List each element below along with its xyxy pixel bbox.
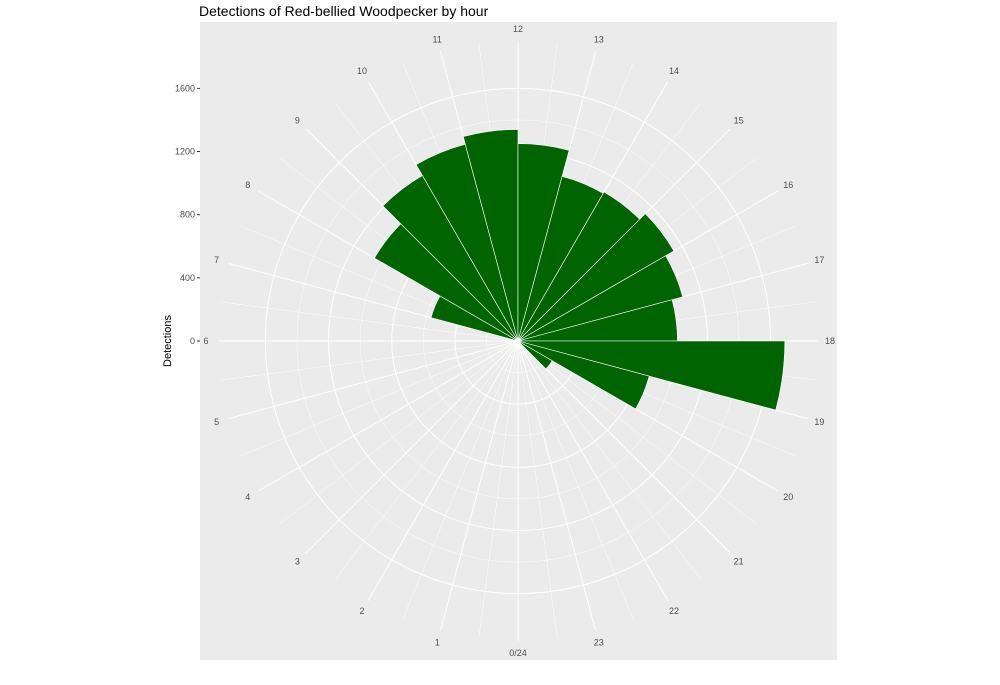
bar-hour-15 <box>517 213 675 342</box>
minor-radial-line <box>240 340 519 457</box>
y-axis-title: Detections <box>162 315 174 367</box>
y-tick-label: 0 <box>190 336 195 346</box>
minor-radial-line <box>220 301 519 342</box>
y-tick-label: 800 <box>180 210 195 220</box>
minor-radial-line <box>402 340 519 619</box>
hour-label: 22 <box>669 606 679 616</box>
hour-label: 9 <box>295 115 300 125</box>
hour-label-layer: 0/24123456789101112131415161718192021222… <box>203 24 835 658</box>
hour-label: 11 <box>433 35 442 45</box>
major-radial-line <box>228 340 519 420</box>
minor-radial-line <box>517 340 757 524</box>
y-tick-label: 1600 <box>175 83 195 93</box>
major-radial-line <box>517 340 731 554</box>
hour-label: 3 <box>295 557 300 567</box>
major-radial-line <box>305 340 519 554</box>
hour-label: 4 <box>245 492 250 502</box>
major-radial-line <box>439 340 519 631</box>
y-tick-label: 1200 <box>175 147 195 157</box>
hour-label: 19 <box>814 417 824 427</box>
bar-hour-19 <box>517 340 650 410</box>
hour-label: 5 <box>214 417 219 427</box>
bar-layer <box>374 129 786 411</box>
minor-radial-line <box>517 340 558 639</box>
y-tick-layer: 0 400 800 1200 1600 <box>175 83 200 346</box>
bar-hour-16 <box>517 255 684 342</box>
hour-label: 21 <box>734 557 744 567</box>
minor-radial-line <box>517 340 634 619</box>
hour-label: 10 <box>357 66 367 76</box>
hour-label: 2 <box>359 606 364 616</box>
hour-label: 23 <box>594 637 604 647</box>
bar-hour-20 <box>517 340 553 370</box>
minor-radial-line <box>335 340 519 580</box>
minor-radial-line <box>220 340 519 381</box>
major-radial-line <box>517 340 597 631</box>
major-radial-line <box>517 340 669 602</box>
major-radial-line <box>367 340 519 602</box>
bar-hour-11 <box>462 129 519 342</box>
hour-label: 7 <box>214 255 219 265</box>
major-radial-line <box>257 340 519 492</box>
hour-label: 16 <box>783 180 793 190</box>
minor-radial-line <box>478 340 519 639</box>
chart-title: Detections of Red-bellied Woodpecker by … <box>199 3 489 19</box>
hour-label: 17 <box>814 255 824 265</box>
hour-label: 0/24 <box>509 648 527 658</box>
hour-label: 20 <box>783 492 793 502</box>
bar-hour-12 <box>517 143 570 342</box>
y-tick-label: 400 <box>180 273 195 283</box>
minor-radial-line <box>279 340 519 524</box>
hour-label: 12 <box>513 24 523 34</box>
hour-label: 13 <box>594 35 604 45</box>
minor-radial-line <box>517 340 701 580</box>
hour-label: 18 <box>825 336 835 346</box>
hour-label: 15 <box>734 115 744 125</box>
hour-label: 8 <box>245 180 250 190</box>
hour-label: 14 <box>669 66 679 76</box>
bar-hour-18 <box>517 340 786 411</box>
hour-label: 6 <box>203 336 208 346</box>
hour-label: 1 <box>435 637 440 647</box>
